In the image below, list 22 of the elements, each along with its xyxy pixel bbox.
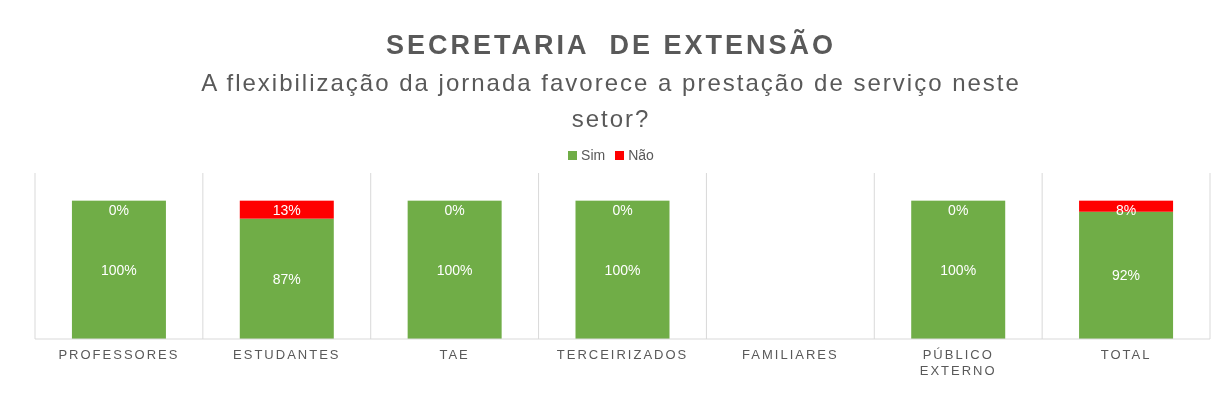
data-label: 100% <box>604 261 641 278</box>
x-tick-label: TERCEIRIZADOS <box>556 347 689 362</box>
x-tick-label: FAMILIARES <box>742 347 839 362</box>
data-label: 100% <box>940 261 977 278</box>
legend-label: Não <box>627 147 654 163</box>
chart-subtitle: A flexibilização da jornada favorece a prestação de serviço neste setor? <box>200 68 1022 134</box>
data-label: 13% <box>272 201 301 218</box>
data-label: 0% <box>612 201 633 218</box>
data-label: 92% <box>1112 267 1141 284</box>
data-label: 0% <box>108 201 130 218</box>
data-label: 100% <box>436 261 473 278</box>
data-label: 0% <box>444 201 465 218</box>
x-tick-label: TAE <box>439 347 470 362</box>
x-tick-label: PÚBLICO EXTERNO <box>919 347 997 378</box>
data-label: 87% <box>272 270 301 287</box>
legend-label: Sim <box>580 147 606 163</box>
chart-title: SECRETARIA DE EXTENSÃO <box>384 30 837 61</box>
x-tick-label: TOTAL <box>1100 347 1152 362</box>
data-label: 0% <box>948 201 969 218</box>
x-tick-label: ESTUDANTES <box>233 347 341 362</box>
x-tick-label: PROFESSORES <box>58 347 180 362</box>
data-label: 100% <box>101 261 137 278</box>
